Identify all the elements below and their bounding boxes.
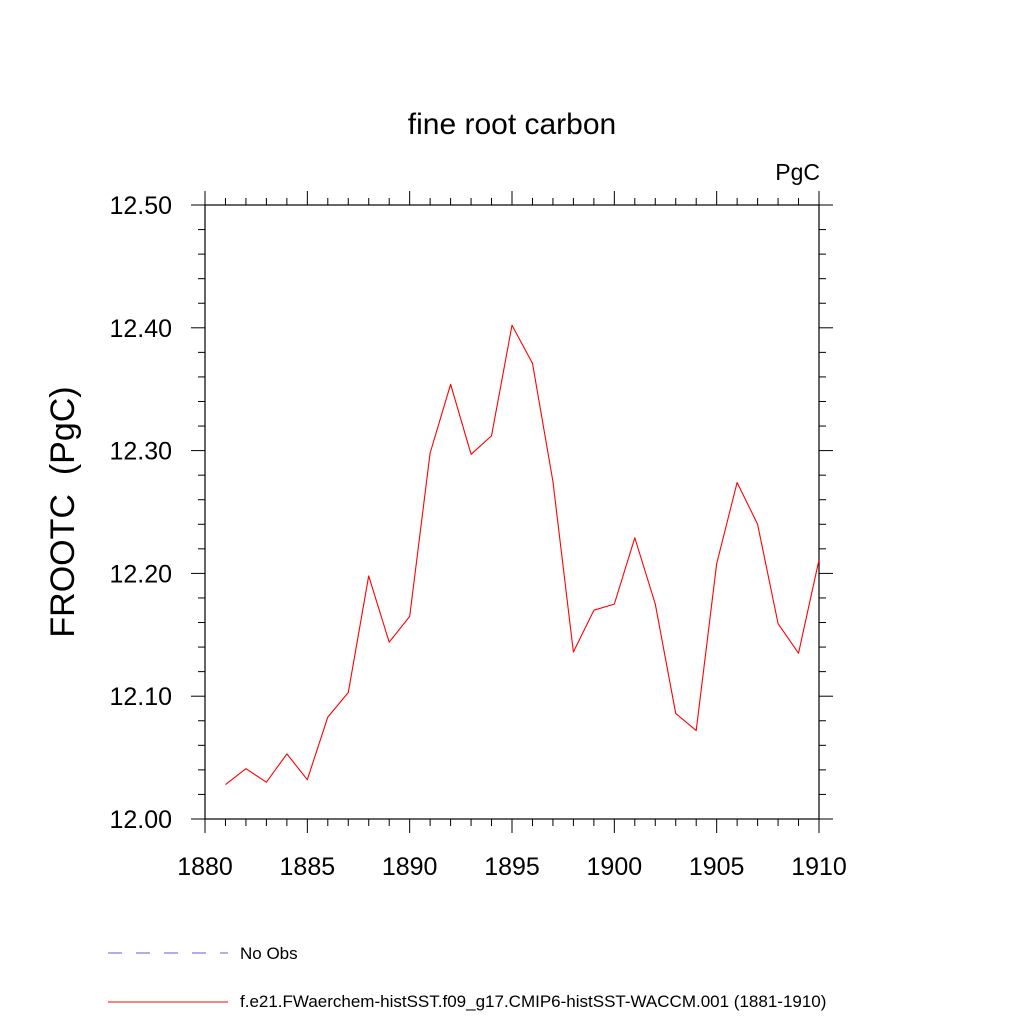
chart-title: fine root carbon <box>408 108 616 141</box>
legend-label-obs: No Obs <box>240 944 298 963</box>
x-tick-label: 1905 <box>689 853 745 881</box>
plot-frame <box>204 204 820 820</box>
units-label: PgC <box>775 159 820 185</box>
y-tick-label: 12.10 <box>109 683 172 711</box>
y-axis-tick-labels: 12.00 12.10 12.20 12.30 12.40 12.50 <box>109 192 172 834</box>
y-tick-label: 12.30 <box>109 438 172 466</box>
series-layer <box>225 324 820 786</box>
y-tick-label: 12.20 <box>109 560 172 588</box>
legend: No Obs f.e21.FWaerchem-histSST.f09_g17.C… <box>108 944 826 1011</box>
legend-label-model: f.e21.FWaerchem-histSST.f09_g17.CMIP6-hi… <box>240 992 826 1011</box>
x-tick-label: 1910 <box>791 853 847 881</box>
y-tick-label: 12.40 <box>109 315 172 343</box>
y-axis-label: FROOTC (PgC) <box>44 386 82 637</box>
x-tick-label: 1880 <box>177 853 233 881</box>
x-axis-tick-labels: 1880 1885 1890 1895 1900 1905 1910 <box>177 853 847 881</box>
x-tick-label: 1900 <box>587 853 643 881</box>
y-tick-label: 12.00 <box>109 806 172 834</box>
x-tick-label: 1890 <box>382 853 438 881</box>
y-axis-ticks <box>191 204 833 820</box>
x-axis-ticks <box>204 191 820 833</box>
x-tick-label: 1895 <box>484 853 540 881</box>
x-tick-label: 1885 <box>280 853 336 881</box>
series-line-0 <box>225 324 820 786</box>
y-tick-label: 12.50 <box>109 192 172 220</box>
